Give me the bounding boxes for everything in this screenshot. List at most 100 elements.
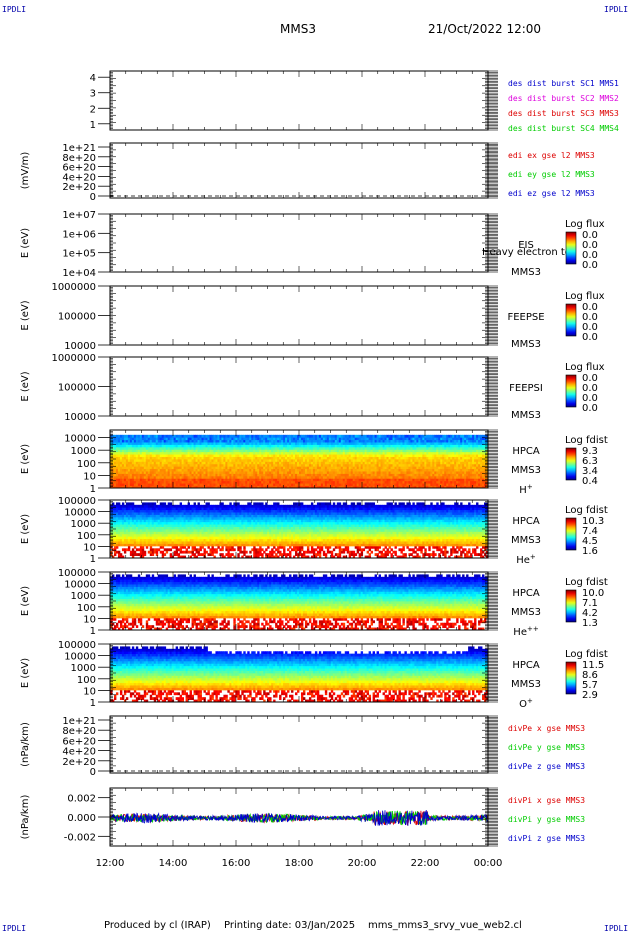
heatmap-cell — [135, 446, 139, 450]
heatmap-cell — [277, 461, 280, 465]
heatmap-cell — [259, 434, 262, 438]
heatmap-cell — [265, 480, 268, 484]
heatmap-cell — [123, 478, 127, 482]
heatmap-cell — [376, 468, 379, 472]
heatmap-cell — [295, 454, 298, 457]
heatmap-cell — [249, 456, 252, 460]
heatmap-cell — [135, 439, 139, 443]
heatmap-cell — [310, 473, 314, 477]
heatmap-cell — [328, 442, 332, 445]
heatmap-cell — [340, 466, 344, 470]
heatmap-cell — [259, 439, 262, 443]
heatmap-cell — [370, 468, 374, 472]
heatmap-cell — [187, 466, 190, 470]
heatmap-cell — [139, 480, 143, 484]
heatmap-cell — [354, 471, 358, 474]
heatmap-cell — [271, 439, 274, 443]
heatmap-cell — [111, 449, 115, 453]
heatmap-cell — [237, 471, 240, 474]
heatmap-cell — [263, 475, 266, 479]
heatmap-cell — [123, 463, 127, 467]
heatmap-cell — [390, 439, 393, 443]
heatmap-cell — [217, 480, 220, 484]
heatmap-cell — [135, 461, 139, 465]
heatmap-cell — [205, 483, 208, 486]
heatmap-cell — [374, 459, 377, 462]
heatmap-cell — [209, 454, 212, 457]
heatmap-cell — [123, 446, 127, 450]
heatmap-cell — [287, 449, 290, 453]
heatmap-cell — [392, 459, 395, 462]
heatmap-cell — [352, 485, 356, 489]
heatmap-cell — [279, 471, 282, 474]
heatmap-cell — [153, 473, 157, 477]
heatmap-cell — [261, 444, 264, 448]
heatmap-cell — [372, 468, 375, 472]
heatmap-cell — [187, 449, 190, 453]
heatmap-cell — [257, 442, 260, 445]
heatmap-cell — [332, 459, 336, 462]
heatmap-cell — [390, 442, 393, 445]
heatmap-cell — [117, 442, 121, 445]
heatmap-cell — [312, 454, 316, 457]
heatmap-cell — [289, 446, 292, 450]
heatmap-cell — [173, 485, 177, 489]
heatmap-cell — [113, 444, 117, 448]
heatmap-cell — [350, 451, 354, 455]
heatmap-cell — [131, 485, 135, 489]
heatmap-cell — [117, 456, 121, 460]
heatmap-cell — [291, 442, 294, 445]
heatmap-cell — [380, 459, 383, 462]
heatmap-cell — [229, 459, 232, 462]
heatmap-cell — [219, 471, 222, 474]
heatmap-cell — [352, 480, 356, 484]
heatmap-cell — [334, 449, 338, 453]
heatmap-cell — [183, 466, 186, 470]
heatmap-cell — [251, 456, 254, 460]
heatmap-cell — [159, 434, 163, 438]
heatmap-cell — [113, 468, 117, 472]
heatmap-cell — [277, 463, 280, 467]
legend-entry: edi ey gse l2 MMS3 — [508, 170, 595, 179]
heatmap-cell — [310, 485, 314, 489]
heatmap-cell — [275, 468, 278, 472]
heatmap-cell — [374, 485, 377, 489]
heatmap-cell — [344, 449, 348, 453]
heatmap-cell — [271, 461, 274, 465]
heatmap-cell — [376, 442, 379, 445]
heatmap-cell — [334, 485, 338, 489]
heatmap-cell — [306, 473, 310, 477]
heatmap-cell — [241, 439, 244, 443]
heatmap-cell — [149, 451, 153, 455]
heatmap-cell — [195, 459, 198, 462]
heatmap-cell — [390, 471, 393, 474]
heatmap-cell — [251, 459, 254, 462]
heatmap-cell — [199, 485, 202, 489]
heatmap-cell — [139, 475, 143, 479]
heatmap-cell — [125, 466, 129, 470]
heatmap-cell — [348, 459, 352, 462]
heatmap-cell — [394, 451, 397, 455]
heatmap-cell — [125, 478, 129, 482]
heatmap-cell — [289, 442, 292, 445]
heatmap-cell — [269, 454, 272, 457]
heatmap-cell — [267, 480, 270, 484]
heatmap-cell — [183, 442, 186, 445]
heatmap-cell — [141, 446, 145, 450]
heatmap-cell — [310, 451, 314, 455]
heatmap-cell — [358, 466, 362, 470]
heatmap-cell — [145, 485, 149, 489]
heatmap-cell — [153, 475, 157, 479]
y-tick-label: 1000000 — [51, 282, 96, 293]
heatmap-cell — [316, 444, 320, 448]
heatmap-cell — [137, 459, 141, 462]
heatmap-cell — [344, 466, 348, 470]
heatmap-cell — [207, 471, 210, 474]
heatmap-cell — [149, 454, 153, 457]
heatmap-cell — [382, 437, 385, 441]
heatmap-cell — [121, 439, 125, 443]
heatmap-cell — [344, 444, 348, 448]
heatmap-cell — [318, 446, 322, 450]
y-tick-label: 1e+06 — [62, 229, 96, 240]
heatmap-cell — [324, 437, 328, 441]
